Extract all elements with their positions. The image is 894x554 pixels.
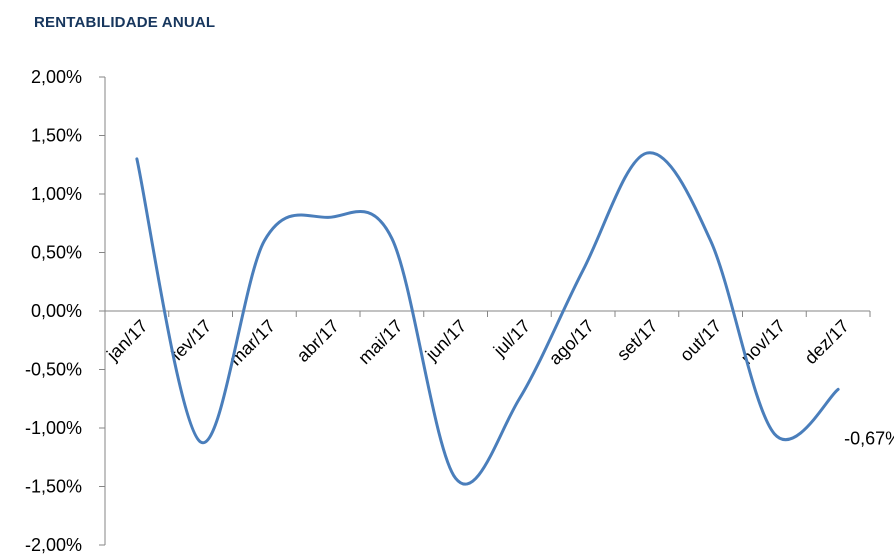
x-tick-label: ago/17	[545, 316, 598, 369]
y-tick-label: 1,50%	[31, 126, 82, 146]
y-tick-label: -2,00%	[25, 535, 82, 554]
x-tick-label: jun/17	[421, 316, 471, 366]
y-tick-label: -1,50%	[25, 477, 82, 497]
x-tick-label: dez/17	[801, 316, 853, 368]
series-layer	[135, 151, 840, 486]
x-tick-label: set/17	[613, 316, 662, 365]
x-tick-label: jul/17	[489, 316, 534, 361]
x-tick-label: nov/17	[737, 316, 789, 368]
data-label: -0,67%	[844, 428, 894, 448]
y-tick-label: -1,00%	[25, 418, 82, 438]
series-line	[135, 151, 840, 486]
x-tick-label: mai/17	[354, 316, 406, 368]
y-tick-label: -0,50%	[25, 360, 82, 380]
y-tick-label: 2,00%	[31, 67, 82, 87]
y-tick-label: 1,00%	[31, 184, 82, 204]
x-tick-label: out/17	[676, 316, 726, 366]
y-axis: 2,00% 1,50% 1,00% 0,50% 0,00% -0,50% -1,00% -1,…	[25, 67, 106, 554]
x-axis: jan/17 fev/17 mar/17 abr/17 mai/17 jun/17 jul/…	[102, 310, 871, 369]
x-tick-label: abr/17	[293, 316, 343, 366]
x-tick-label: jan/17	[102, 316, 152, 366]
y-tick-label: 0,00%	[31, 301, 82, 321]
chart-title: RENTABILIDADE ANUAL	[34, 14, 216, 31]
data-labels: -0,67%	[844, 428, 894, 448]
y-tick-label: 0,50%	[31, 243, 82, 263]
